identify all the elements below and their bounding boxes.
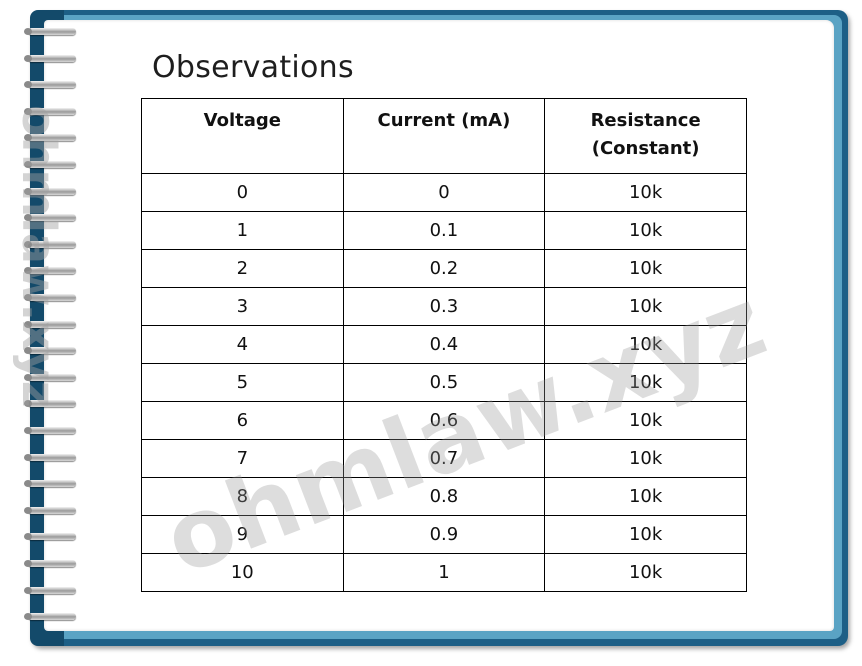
cell-voltage: 3 [141,287,344,326]
cell-voltage: 1 [141,211,344,250]
table-row: 6 0.6 10k [141,401,747,440]
cell-voltage: 8 [141,477,344,516]
spiral-ring [24,240,76,248]
spiral-ring [24,480,76,488]
spiral-ring [24,214,76,222]
cell-current: 0.5 [342,363,546,402]
spiral-ring [24,187,76,195]
cell-voltage: 9 [141,515,344,554]
column-header-resistance-line-1: Resistance [590,110,701,131]
spiral-ring [24,613,76,621]
cell-resistance: 10k [544,287,747,326]
table-row: 4 0.4 10k [141,325,747,364]
cell-current: 0.7 [342,439,546,478]
cell-current: 0.3 [342,287,546,326]
cell-current: 0.4 [342,325,546,364]
cell-current: 1 [342,553,546,592]
cell-current: 0.8 [342,477,546,516]
cell-current: 0.2 [342,249,546,288]
spiral-ring [24,294,76,301]
table-row: 2 0.2 10k [141,249,747,288]
table-row: 8 0.8 10k [141,477,747,516]
cell-voltage: 7 [141,439,344,478]
spiral-ring [24,373,76,381]
column-header-resistance-line-2: (Constant) [591,138,700,159]
cell-resistance: 10k [544,363,747,402]
cell-current: 0.6 [342,401,546,440]
table-row: 1 0.1 10k [141,211,747,250]
observations-table: Voltage Current (mA) Resistance (Constan… [141,98,747,592]
cell-current: 0.9 [342,515,546,554]
spiral-ring [24,506,76,514]
spiral-ring [24,453,76,461]
spiral-ring [24,347,76,355]
cell-resistance: 10k [544,553,747,592]
spiral-ring [24,134,76,142]
table-row: 0 0 10k [141,173,747,212]
spiral-ring [24,28,76,35]
column-header-voltage: Voltage [141,98,344,174]
spiral-ring [24,54,76,62]
cell-resistance: 10k [544,515,747,554]
spiral-ring [24,560,76,567]
cell-voltage: 10 [141,553,344,592]
column-header-current: Current (mA) [342,98,546,174]
cell-voltage: 4 [141,325,344,364]
table-row: 7 0.7 10k [141,439,747,478]
cell-resistance: 10k [544,401,747,440]
table-header-row: Voltage Current (mA) Resistance (Constan… [141,98,747,174]
cell-voltage: 6 [141,401,344,440]
cell-voltage: 5 [141,363,344,402]
spiral-ring [24,320,76,328]
cell-resistance: 10k [544,477,747,516]
table-row: 3 0.3 10k [141,287,747,326]
spiral-ring [24,400,76,408]
cell-current: 0.1 [342,211,546,250]
cell-resistance: 10k [544,173,747,212]
spiral-binding [0,0,90,666]
spiral-ring [24,267,76,275]
column-header-resistance: Resistance (Constant) [544,98,747,174]
spiral-ring [24,533,76,541]
cell-current: 0 [342,173,546,212]
spiral-ring [24,81,76,89]
table-row: 5 0.5 10k [141,363,747,402]
table-row: 9 0.9 10k [141,515,747,554]
cell-voltage: 0 [141,173,344,212]
cell-resistance: 10k [544,249,747,288]
spiral-ring [24,586,76,594]
spiral-ring [24,107,76,115]
cell-resistance: 10k [544,439,747,478]
page-title: Observations [152,50,354,85]
spiral-ring [24,161,76,168]
table-row: 10 1 10k [141,553,747,592]
cell-resistance: 10k [544,211,747,250]
cell-voltage: 2 [141,249,344,288]
cell-resistance: 10k [544,325,747,364]
spiral-ring [24,427,76,434]
